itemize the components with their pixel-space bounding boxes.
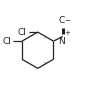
Text: Cl: Cl	[2, 37, 11, 46]
Text: C: C	[58, 16, 65, 25]
Text: Cl: Cl	[18, 28, 27, 37]
Text: +: +	[64, 30, 70, 36]
Text: N: N	[58, 37, 65, 46]
Text: −: −	[64, 18, 70, 24]
